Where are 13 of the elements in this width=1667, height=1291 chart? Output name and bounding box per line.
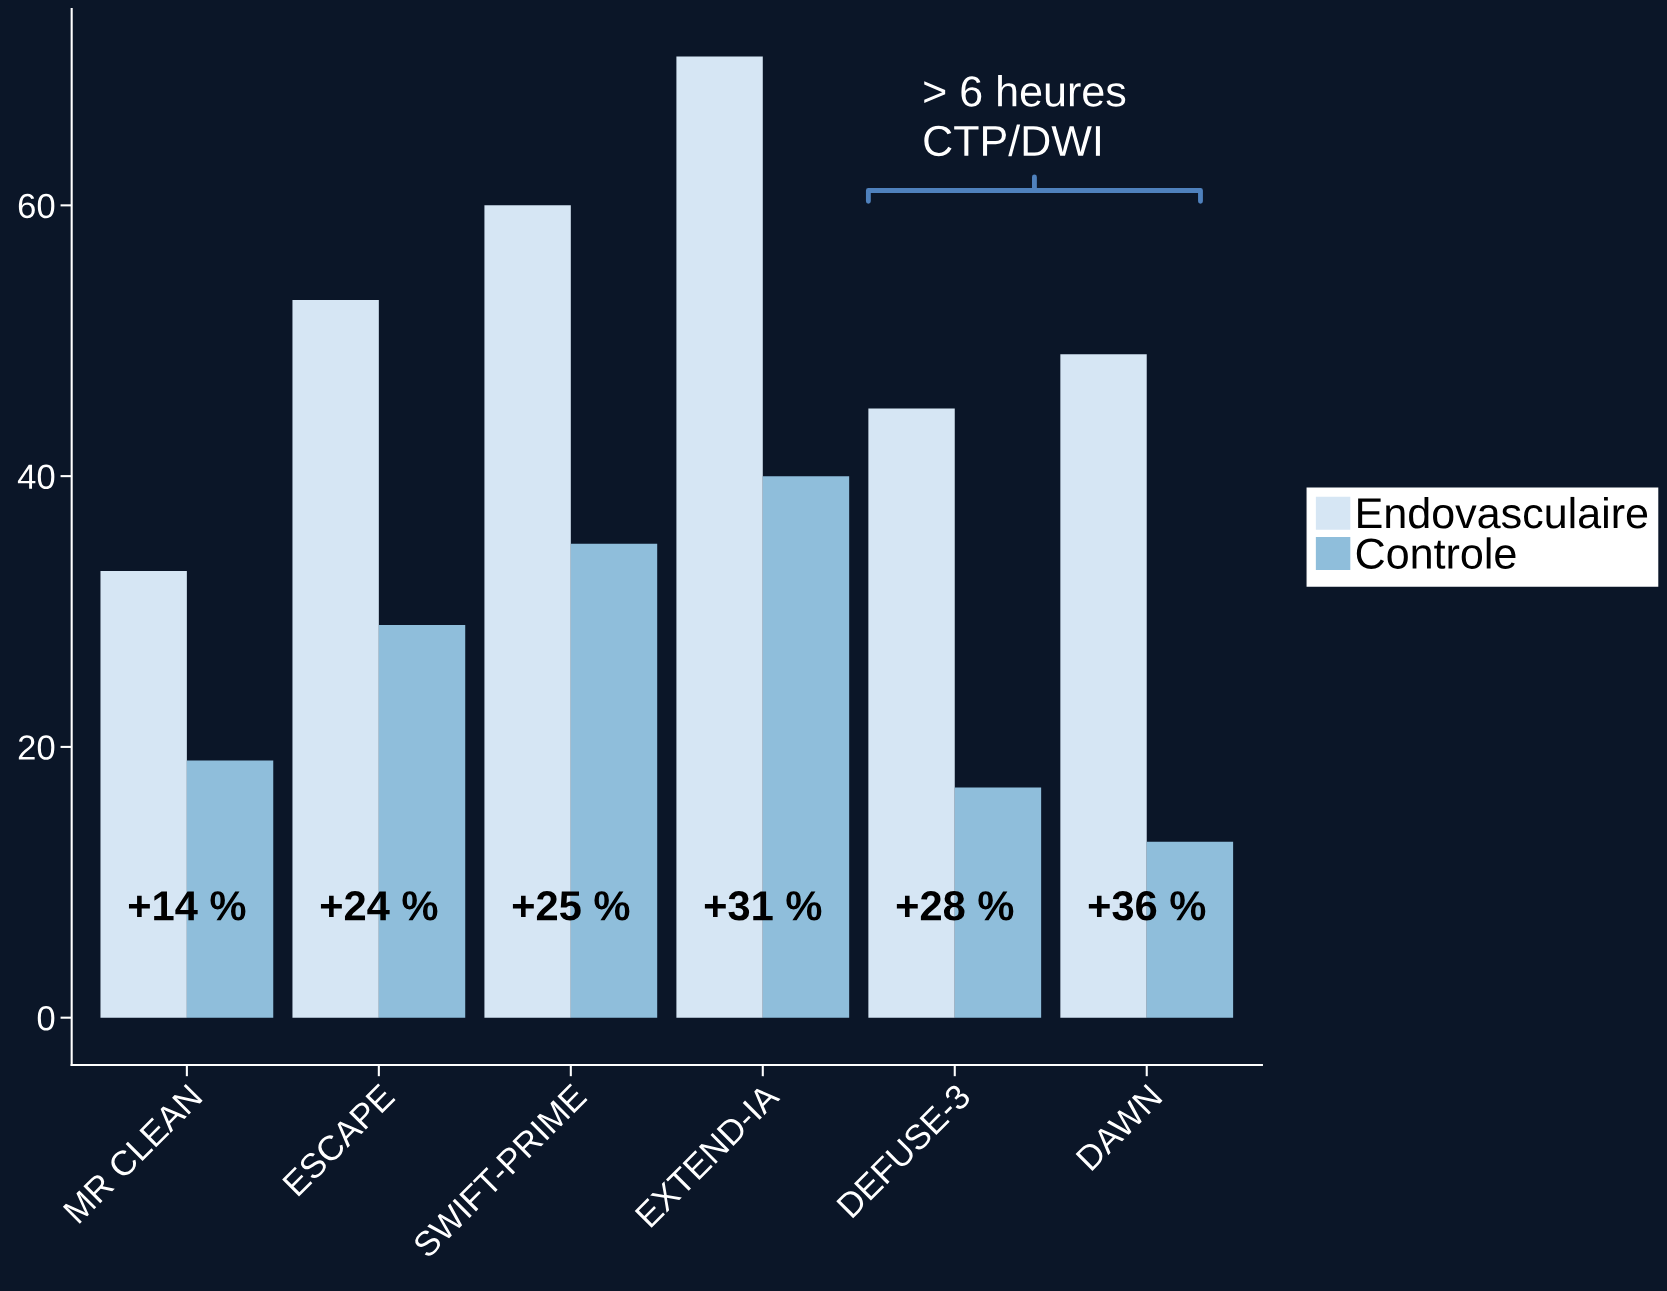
annotation: +31 % <box>704 891 822 921</box>
y-tick-label: 20 <box>18 735 55 760</box>
annotation: +36 % <box>1088 891 1206 921</box>
annotation: +28 % <box>896 891 1014 921</box>
annotation: > 6 heures CTP/DWI <box>924 75 1126 157</box>
annotation: +25 % <box>512 891 630 921</box>
legend-label: Endovasculaire <box>1358 496 1648 529</box>
annotation: +24 % <box>320 891 438 921</box>
y-tick-label: 60 <box>18 193 55 219</box>
y-tick-label: 0 <box>37 1006 55 1031</box>
y-tick-label: 40 <box>17 464 55 490</box>
legend-label: Controle <box>1356 537 1516 569</box>
annotation: +14 % <box>128 891 246 921</box>
